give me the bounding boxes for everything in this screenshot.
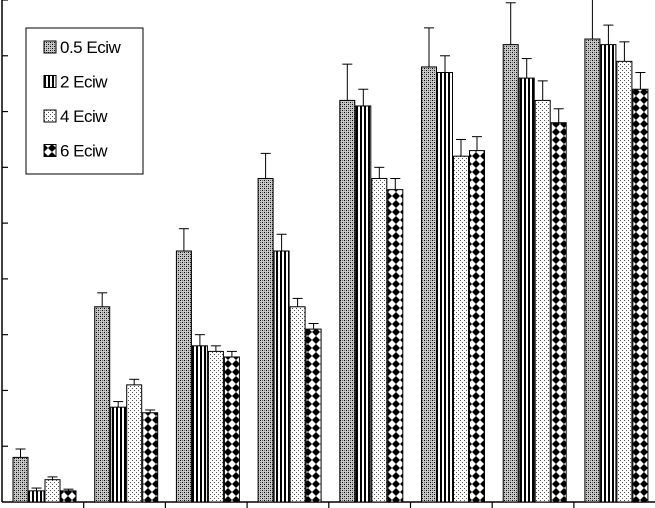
- bar-4-Eciw-5: [371, 177, 388, 503]
- legend-swatch: [43, 40, 57, 54]
- bar-4-Eciw-2: [126, 384, 143, 503]
- bar-05-Eciw-6: [421, 66, 437, 503]
- error-bars: [15, 0, 646, 491]
- bar-2-Eciw-4: [273, 250, 290, 503]
- bar-4-Eciw-4: [289, 306, 306, 503]
- bar-2-Eciw-2: [110, 406, 127, 503]
- bar-2-Eciw-5: [355, 105, 372, 503]
- bar-6-Eciw-1: [60, 490, 77, 503]
- bar-4-Eciw-3: [207, 350, 224, 503]
- bar-05-Eciw-5: [339, 99, 356, 503]
- bar-05-Eciw-1: [12, 456, 29, 503]
- bar-2-Eciw-8: [600, 44, 617, 503]
- bar-4-Eciw-7: [534, 99, 551, 503]
- bar-2-Eciw-1: [28, 490, 45, 503]
- bar-05-Eciw-3: [175, 250, 192, 503]
- bar-6-Eciw-7: [550, 122, 567, 503]
- bar-05-Eciw-8: [584, 38, 601, 503]
- bar-05-Eciw-7: [502, 44, 519, 503]
- legend-label: 4 Eciw: [60, 107, 108, 126]
- x-ticks: [83, 502, 575, 508]
- legend-label: 0.5 Eciw: [60, 38, 121, 57]
- bar-6-Eciw-8: [632, 88, 649, 503]
- bar-2-Eciw-7: [518, 77, 535, 503]
- legend-swatch: [43, 109, 57, 123]
- legend-swatch: [43, 144, 57, 157]
- legend-label: 2 Eciw: [60, 73, 108, 92]
- bar-6-Eciw-6: [469, 150, 485, 503]
- bar-6-Eciw-5: [387, 189, 404, 503]
- bar-6-Eciw-4: [305, 328, 322, 503]
- legend: 0.5 Eciw 2 Eciw 4 Eciw 6 Eciw: [25, 27, 144, 175]
- bar-05-Eciw-4: [257, 177, 274, 503]
- legend-swatch: [43, 75, 57, 88]
- bar-6-Eciw-2: [142, 412, 159, 503]
- bar-4-Eciw-8: [616, 60, 633, 503]
- bar-05-Eciw-2: [94, 306, 111, 503]
- bar-6-Eciw-3: [223, 356, 240, 503]
- bar-2-Eciw-3: [191, 345, 208, 503]
- bar-4-Eciw-6: [453, 155, 469, 503]
- y-ticks: [2, 0, 8, 447]
- legend-label: 6 Eciw: [60, 142, 108, 161]
- bar-2-Eciw-6: [437, 72, 453, 503]
- bar-4-Eciw-1: [44, 479, 61, 503]
